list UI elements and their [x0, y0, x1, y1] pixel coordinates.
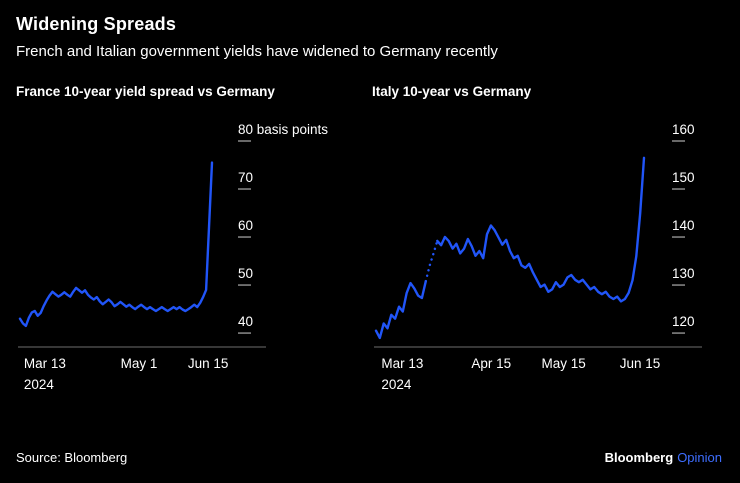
series-line: [18, 160, 214, 327]
charts-row: France 10-year yield spread vs Germany 4…: [16, 84, 722, 397]
x-tick-year-label: 2024: [24, 377, 55, 392]
france-chart-plot: 40 50 60 70 80 basis points Mar 13 2024 May 1 Ju…: [18, 122, 328, 392]
y-tick-label: 140: [672, 218, 695, 233]
x-tick-label: May 1: [121, 356, 158, 371]
x-tick-label: Jun 15: [188, 356, 229, 371]
page-title: Widening Spreads: [16, 14, 177, 34]
x-tick-label: Jun 15: [620, 356, 661, 371]
x-tick-year-label: 2024: [381, 377, 412, 392]
y-tick-label: 80 basis points: [238, 122, 328, 137]
series-line-dashed: [424, 239, 439, 282]
series-line: [374, 279, 427, 339]
y-tick-label: 160: [672, 122, 695, 137]
y-tick-label: 40: [238, 314, 253, 329]
y-tick-label: 50: [238, 266, 253, 281]
x-tick-label: May 15: [541, 356, 585, 371]
y-tick-label: 120: [672, 314, 695, 329]
y-tick-label: 150: [672, 170, 695, 185]
france-chart-title: France 10-year yield spread vs Germany: [16, 83, 275, 99]
header: Widening Spreads French and Italian gove…: [16, 14, 722, 60]
x-tick-label: Mar 13: [24, 356, 66, 371]
italy-chart-plot: 120 130 140 150 160 Mar 13 2024 Apr 15 May 15 Jun…: [374, 122, 702, 392]
chart-italy: Italy 10-year vs Germany 120 130 140 150 160…: [372, 84, 732, 397]
chart-france: France 10-year yield spread vs Germany 4…: [16, 84, 358, 397]
y-tick-label: 70: [238, 170, 253, 185]
x-tick-label: Apr 15: [471, 356, 511, 371]
italy-chart-title: Italy 10-year vs Germany: [372, 83, 532, 99]
page-subtitle: French and Italian government yields hav…: [16, 42, 498, 60]
x-tick-label: Mar 13: [381, 356, 423, 371]
footer: Source: Bloomberg Bloomberg Opinion: [16, 450, 722, 471]
brand-logo: Bloomberg Opinion: [605, 450, 722, 465]
series-line: [436, 156, 646, 303]
source-label: Source: Bloomberg: [16, 450, 128, 465]
y-tick-label: 130: [672, 266, 695, 281]
brand-opinion: Opinion: [677, 450, 722, 465]
y-tick-label: 60: [238, 218, 253, 233]
brand-bloomberg: Bloomberg: [604, 450, 674, 465]
